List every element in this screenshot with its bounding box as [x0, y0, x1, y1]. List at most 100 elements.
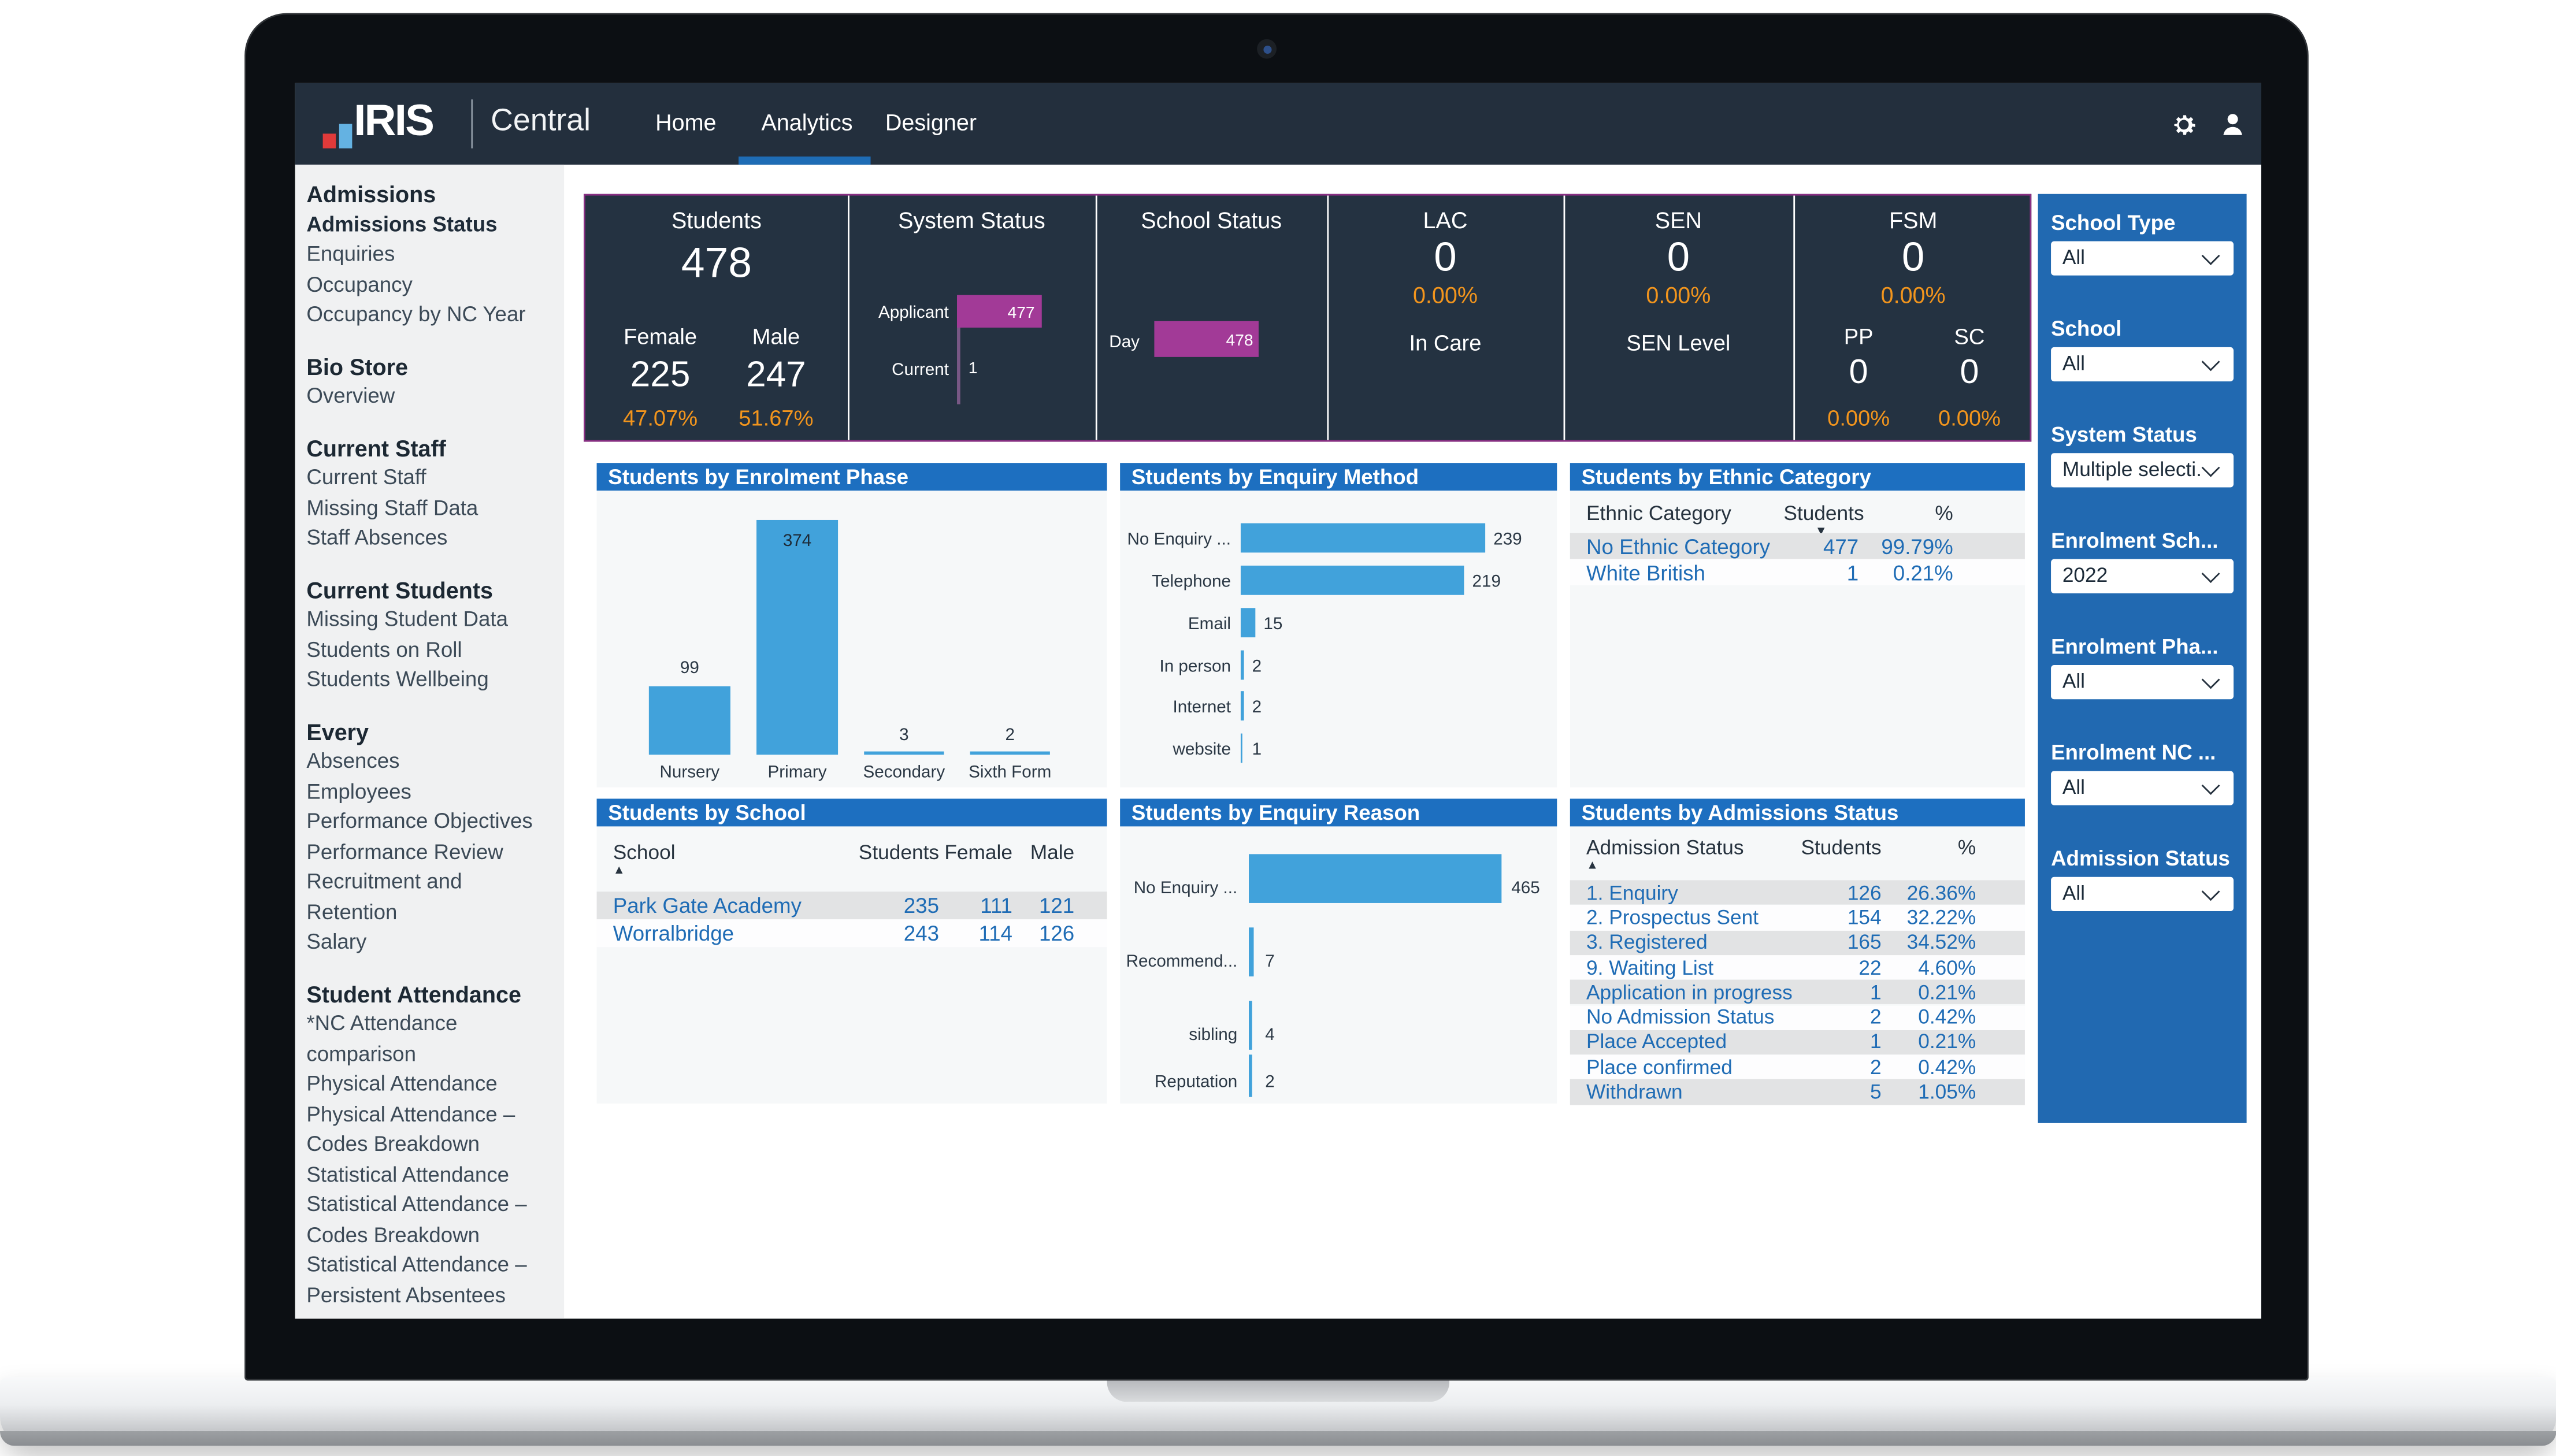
sidebar-item-salary[interactable]: Salary	[306, 929, 367, 954]
table-row[interactable]: 2. Prospectus Sent 154 32.22%	[1570, 905, 2025, 930]
sidebar-item-recruitment-retention[interactable]: Recruitment and Retention	[306, 868, 462, 924]
kpi-lac-value: 0	[1434, 235, 1457, 281]
table-row[interactable]: No Ethnic Category 477 99.79%	[1570, 533, 2025, 559]
cell-students: 165	[1847, 931, 1882, 954]
hbar-reputation[interactable]	[1249, 1054, 1252, 1097]
sidebar-item-employees[interactable]: Employees	[306, 778, 411, 803]
hbar-website[interactable]	[1240, 733, 1242, 763]
filter-value-school: All	[2062, 352, 2086, 375]
table-row[interactable]: White British 1 0.21%	[1570, 559, 2025, 585]
table-row[interactable]: Withdrawn 5 1.05%	[1570, 1079, 2025, 1105]
kpi-female-count: 225	[630, 354, 691, 395]
filter-select-enrolment-phase[interactable]: All	[2051, 665, 2234, 700]
sidebar-item-current-staff[interactable]: Current Staff	[306, 465, 426, 489]
tab-designer[interactable]: Designer	[885, 109, 977, 136]
table-row[interactable]: 9. Waiting List 22 4.60%	[1570, 954, 2025, 980]
cell-pct: 0.42%	[1918, 1006, 1976, 1029]
bar-nursery[interactable]	[648, 686, 730, 755]
col-female[interactable]: Female	[944, 841, 1012, 864]
sidebar-item-nc-attendance-comparison[interactable]: *NC Attendance comparison	[306, 1011, 458, 1065]
kpi-students-total: 478	[681, 237, 752, 287]
sidebar-item-staff-absences[interactable]: Staff Absences	[306, 525, 448, 549]
kpi-fsm: FSM 0 0.00% PP SC 0 0 0.00% 0.00%	[1793, 196, 2033, 440]
col-pct[interactable]: %	[1935, 502, 1953, 525]
hbar-email[interactable]	[1240, 608, 1256, 638]
sidebar-item-physical-attendance[interactable]: Physical Attendance	[306, 1071, 498, 1095]
hbar-no-enquiry[interactable]	[1249, 854, 1502, 903]
table-row[interactable]: 1. Enquiry 126 26.36%	[1570, 880, 2025, 905]
hbar-in-person[interactable]	[1240, 650, 1244, 680]
sidebar-item-overview[interactable]: Overview	[306, 382, 395, 408]
iris-logo-bar-blue	[339, 124, 353, 148]
kpi-sc-pct: 0.00%	[1938, 406, 2001, 430]
table-row[interactable]: Application in progress 1 0.21%	[1570, 980, 2025, 1005]
sidebar-section-bio-store: Bio Store	[306, 352, 408, 379]
hbar-value-no-enquiry: 239	[1493, 529, 1522, 549]
bar-sixth-form[interactable]	[970, 751, 1050, 755]
sidebar-item-admissions-status[interactable]: Admissions Status	[306, 211, 498, 236]
cat-label-secondary: Secondary	[863, 763, 945, 783]
table-row[interactable]: Park Gate Academy 235 111 121	[596, 892, 1107, 920]
laptop-base-edge	[0, 1431, 2556, 1446]
bar-secondary[interactable]	[864, 751, 944, 755]
row-label-telephone: Telephone	[1152, 572, 1231, 592]
bar-label-current: Current	[892, 360, 949, 380]
sidebar-item-performance-review[interactable]: Performance Review	[306, 838, 503, 863]
table-row[interactable]: Place confirmed 2 0.42%	[1570, 1054, 2025, 1080]
user-icon[interactable]	[2219, 111, 2247, 139]
sidebar-item-statistical-attendance-codes[interactable]: Statistical Attendance – Codes Breakdown	[306, 1191, 527, 1246]
col-pct[interactable]: %	[1957, 836, 1976, 859]
filter-label-school-type: School Type	[2051, 210, 2176, 235]
col-ethnic-category[interactable]: Ethnic Category	[1586, 502, 1731, 525]
sidebar-item-statistical-attendance[interactable]: Statistical Attendance	[306, 1161, 510, 1186]
kpi-system-status: System Status Applicant 477 Current 1	[848, 195, 1097, 440]
sidebar-item-occupancy-nc-year[interactable]: Occupancy by NC Year	[306, 301, 526, 326]
hbar-recommend[interactable]	[1249, 927, 1254, 976]
cell-students: 22	[1858, 956, 1882, 979]
tab-analytics[interactable]: Analytics	[761, 109, 853, 136]
col-students[interactable]: Students	[858, 841, 940, 864]
sidebar-item-missing-student-data[interactable]: Missing Student Data	[306, 606, 509, 631]
filter-select-system-status[interactable]: Multiple selecti...	[2051, 453, 2234, 488]
cell-students: 1	[1870, 980, 1882, 1004]
sidebar-item-statistical-attendance-persistent[interactable]: Statistical Attendance – Persistent Abse…	[306, 1251, 527, 1307]
filter-select-school-type[interactable]: All	[2051, 241, 2234, 276]
filter-select-school[interactable]: All	[2051, 347, 2234, 382]
panel-enquiry-method: Students by Enquiry Method No Enquiry ..…	[1120, 463, 1557, 788]
sidebar-item-students-on-roll[interactable]: Students on Roll	[306, 636, 462, 661]
gear-icon[interactable]	[2170, 111, 2198, 139]
sidebar-item-enquiries[interactable]: Enquiries	[306, 241, 395, 266]
hbar-sibling[interactable]	[1249, 1001, 1252, 1050]
col-students[interactable]: Students	[1801, 836, 1882, 859]
col-admission-status[interactable]: Admission Status ▲	[1586, 836, 1797, 880]
axis-line	[957, 296, 960, 404]
hbar-no-enquiry[interactable]	[1240, 523, 1486, 553]
cell-pct: 0.21%	[1918, 1031, 1976, 1054]
sidebar-item-absences[interactable]: Absences	[306, 748, 400, 773]
sidebar-item-physical-attendance-codes[interactable]: Physical Attendance – Codes Breakdown	[306, 1101, 515, 1156]
table-row[interactable]: Worralbridge 243 114 126	[596, 919, 1107, 948]
col-school[interactable]: School ▲	[613, 841, 858, 890]
sidebar-item-occupancy[interactable]: Occupancy	[306, 271, 413, 296]
tab-home[interactable]: Home	[655, 109, 717, 136]
filter-value-school-type: All	[2062, 246, 2086, 269]
table-row[interactable]: No Admission Status 2 0.42%	[1570, 1005, 2025, 1030]
bar-primary[interactable]	[756, 519, 839, 755]
table-row[interactable]: 3. Registered 165 34.52%	[1570, 930, 2025, 955]
chevron-down-icon	[2201, 246, 2220, 265]
filter-select-admission-status[interactable]: All	[2051, 876, 2234, 912]
hbar-internet[interactable]	[1240, 691, 1244, 720]
kpi-fsm-title: FSM	[1889, 207, 1938, 233]
filter-select-enrolment-school[interactable]: 2022	[2051, 559, 2234, 593]
filter-select-enrolment-nc[interactable]: All	[2051, 771, 2234, 805]
table-row[interactable]: Place Accepted 1 0.21%	[1570, 1030, 2025, 1055]
cell-pct: 4.60%	[1918, 956, 1976, 979]
bar-day[interactable]	[1154, 321, 1259, 357]
col-male[interactable]: Male	[1030, 841, 1075, 864]
sidebar-item-students-wellbeing[interactable]: Students Wellbeing	[306, 666, 489, 692]
sidebar-item-missing-staff-data[interactable]: Missing Staff Data	[306, 495, 478, 519]
hbar-telephone[interactable]	[1240, 565, 1464, 595]
sidebar-item-performance-objectives[interactable]: Performance Objectives	[306, 808, 533, 833]
bar-applicant[interactable]	[957, 295, 1042, 328]
chevron-down-icon	[2201, 882, 2220, 901]
